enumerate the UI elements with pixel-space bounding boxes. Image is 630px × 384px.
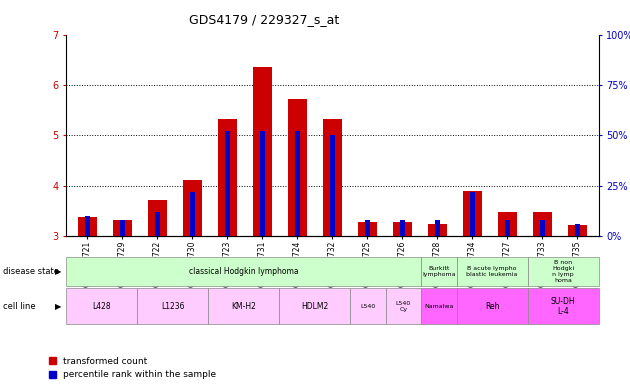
Text: L1236: L1236 — [161, 302, 185, 311]
Bar — [84, 216, 90, 236]
Bar — [253, 67, 272, 236]
Bar — [225, 131, 230, 236]
Bar — [288, 99, 307, 236]
Bar — [435, 220, 440, 236]
Text: L428: L428 — [93, 302, 111, 311]
Text: L540: L540 — [360, 304, 375, 309]
Bar — [329, 136, 335, 236]
Legend: transformed count, percentile rank within the sample: transformed count, percentile rank withi… — [49, 357, 216, 379]
Bar — [540, 220, 545, 236]
Bar — [527, 288, 598, 324]
Text: HDLM2: HDLM2 — [301, 302, 328, 311]
Bar — [260, 131, 265, 236]
Bar — [505, 220, 510, 236]
Bar — [392, 222, 412, 236]
Text: Namalwa: Namalwa — [424, 304, 454, 309]
Bar — [575, 224, 580, 236]
Bar — [386, 288, 421, 324]
Bar — [120, 220, 125, 236]
Bar — [527, 257, 598, 286]
Bar — [421, 257, 457, 286]
Bar — [358, 222, 377, 236]
Bar — [190, 192, 195, 236]
Bar — [457, 257, 527, 286]
Bar — [217, 119, 237, 236]
Bar — [279, 288, 350, 324]
Bar — [183, 180, 202, 236]
Bar — [147, 200, 167, 236]
Bar — [323, 119, 342, 236]
Text: ▶: ▶ — [55, 302, 62, 311]
Text: disease state: disease state — [3, 267, 59, 276]
Text: SU-DH
L-4: SU-DH L-4 — [551, 296, 575, 316]
Bar — [66, 257, 421, 286]
Bar — [66, 288, 137, 324]
Bar — [457, 288, 527, 324]
Text: classical Hodgkin lymphoma: classical Hodgkin lymphoma — [189, 267, 299, 276]
Text: Burkitt
lymphoma: Burkitt lymphoma — [422, 266, 455, 277]
Bar — [428, 223, 447, 236]
Text: GDS4179 / 229327_s_at: GDS4179 / 229327_s_at — [190, 13, 340, 26]
Bar — [470, 192, 475, 236]
Bar — [568, 225, 587, 236]
Text: KM-H2: KM-H2 — [231, 302, 256, 311]
Bar — [113, 220, 132, 236]
Text: cell line: cell line — [3, 302, 36, 311]
Bar — [137, 288, 208, 324]
Bar — [350, 288, 386, 324]
Bar — [77, 217, 97, 236]
Bar — [208, 288, 279, 324]
Bar — [498, 212, 517, 236]
Bar — [533, 212, 552, 236]
Text: L540
Cy: L540 Cy — [396, 301, 411, 312]
Bar — [421, 288, 457, 324]
Bar — [154, 212, 160, 236]
Text: Reh: Reh — [484, 302, 500, 311]
Text: B non
Hodgki
n lymp
homa: B non Hodgki n lymp homa — [552, 260, 574, 283]
Text: ▶: ▶ — [55, 267, 62, 276]
Bar — [295, 131, 300, 236]
Text: B acute lympho
blastic leukemia: B acute lympho blastic leukemia — [466, 266, 518, 277]
Bar — [463, 191, 482, 236]
Bar — [400, 220, 405, 236]
Bar — [365, 220, 370, 236]
